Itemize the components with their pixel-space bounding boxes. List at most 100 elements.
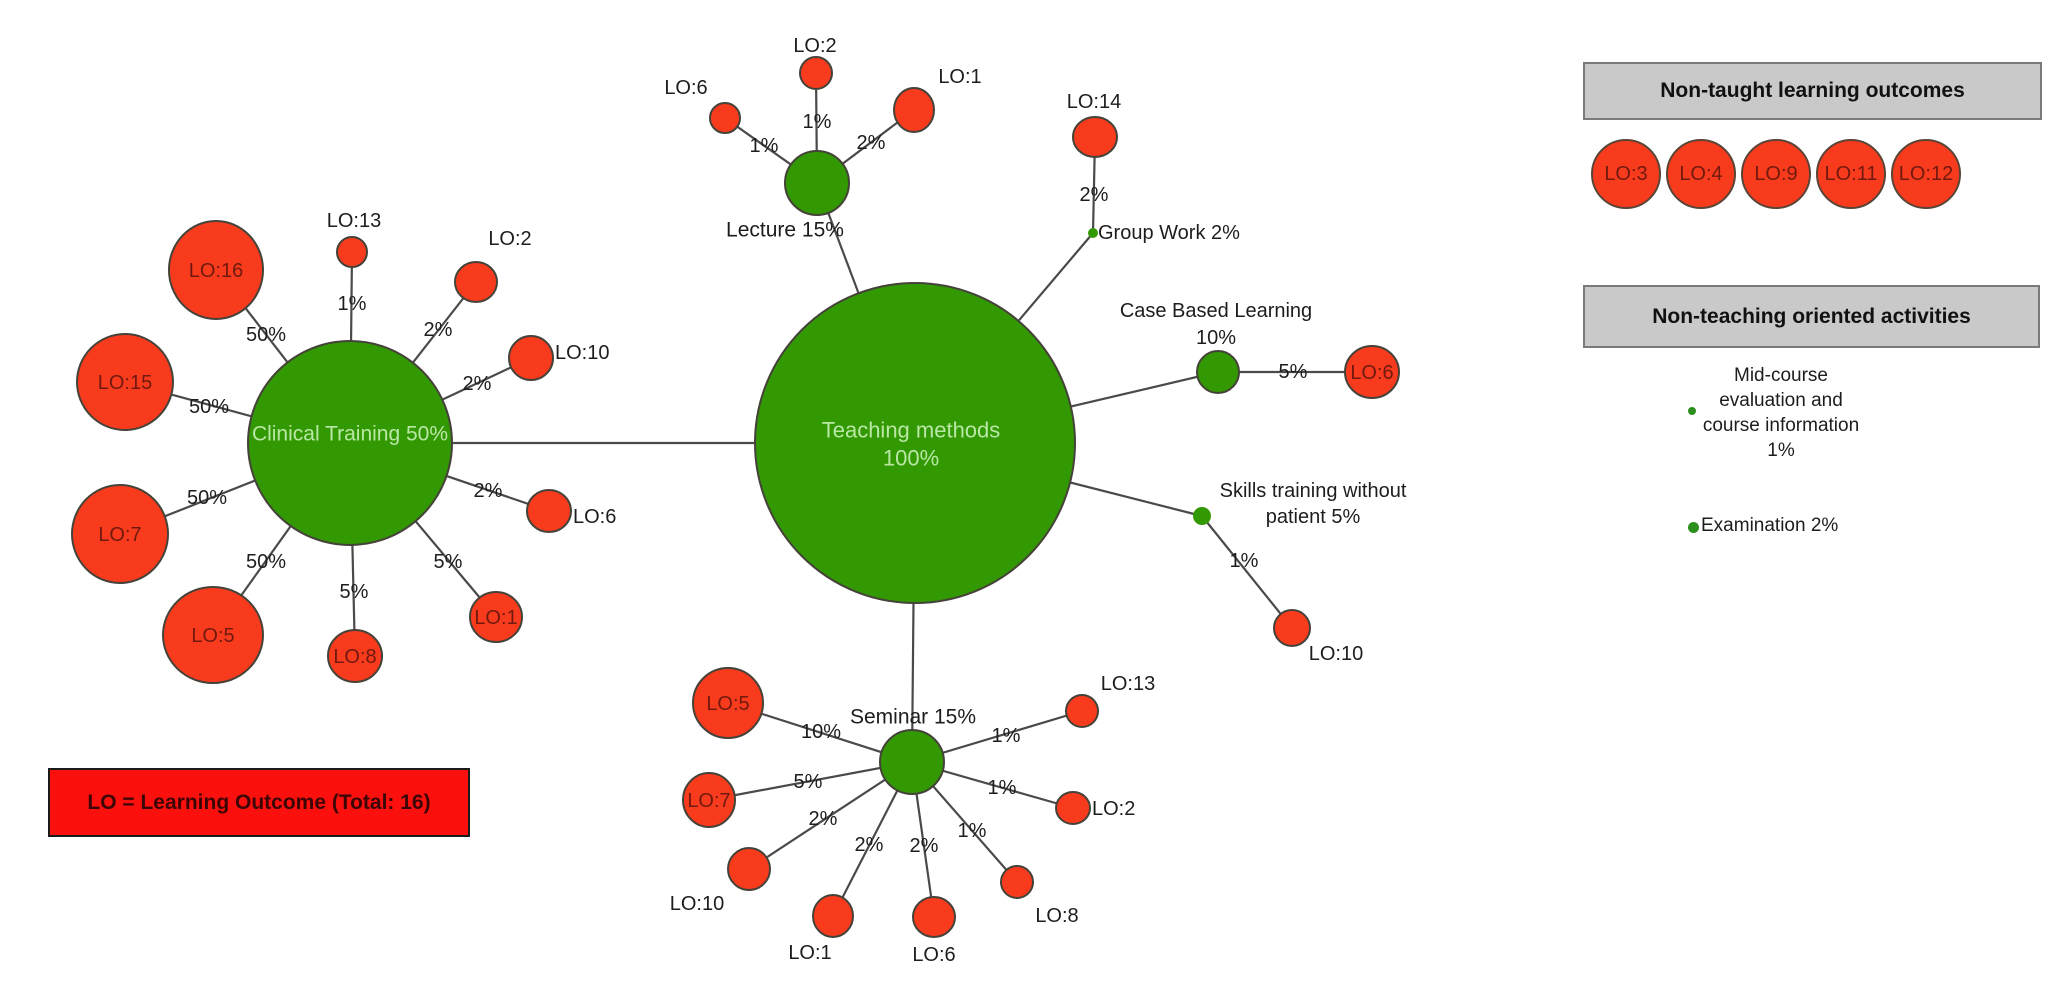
hub-label: Lecture 15% — [726, 219, 844, 242]
lo-node-label: LO:15 — [98, 372, 152, 394]
examination-dot — [1688, 522, 1699, 533]
non-taught-lo-node: LO:9 — [1741, 139, 1811, 209]
hub-circle-clinical — [247, 340, 453, 546]
lo-node — [469, 591, 523, 643]
non-teaching-panel-header: Non-teaching oriented activities — [1583, 285, 2040, 348]
lo-node — [682, 772, 736, 828]
lo-node-label: LO:5 — [706, 693, 749, 715]
lo-node-label: LO:7 — [98, 524, 141, 546]
lo-node — [336, 236, 368, 268]
pct-label: 10% — [801, 721, 841, 743]
satellite-link — [708, 760, 913, 802]
hub-circle-seminar — [879, 729, 945, 795]
pct-label: 1% — [803, 111, 832, 133]
pct-label: 1% — [988, 777, 1017, 799]
lo-node — [508, 335, 554, 381]
lo-node-label: LO:8 — [1035, 905, 1078, 927]
hub-circle-teaching — [754, 282, 1076, 604]
lo-node-label: LO:1 — [474, 607, 517, 629]
pct-label: 5% — [794, 771, 823, 793]
lo-node-label: LO:6 — [912, 944, 955, 966]
pct-label: 5% — [340, 581, 369, 603]
hub-label: 100% — [883, 446, 939, 471]
midcourse-label-line: Mid-course — [1734, 365, 1828, 386]
pct-label: 1% — [1230, 550, 1259, 572]
lo-node-label: LO:2 — [1092, 798, 1135, 820]
lo-node-label: LO:13 — [327, 210, 381, 232]
pct-label: 50% — [246, 324, 286, 346]
lo-node-label: LO:5 — [191, 625, 234, 647]
hub-circle-groupwork — [1088, 228, 1098, 238]
hub-label: patient 5% — [1266, 506, 1361, 528]
lo-node — [692, 667, 764, 739]
lo-node-label: LO:10 — [555, 342, 609, 364]
lo-node — [1072, 116, 1118, 158]
hub-circle-skills — [1193, 507, 1211, 525]
lo-node — [1273, 609, 1311, 647]
lo-node — [168, 220, 264, 320]
lo-node-label: LO:13 — [1101, 673, 1155, 695]
pct-label: 2% — [463, 373, 492, 395]
lo-node — [71, 484, 169, 584]
lo-node — [709, 102, 741, 134]
lo-node-label: LO:6 — [664, 77, 707, 99]
pct-label: 2% — [809, 808, 838, 830]
lo-node-label: LO:2 — [488, 228, 531, 250]
non-taught-panel-header: Non-taught learning outcomes — [1583, 62, 2042, 120]
pct-label: 5% — [434, 551, 463, 573]
examination-label: Examination 2% — [1701, 515, 1839, 536]
midcourse-label: Mid-course evaluation and course informati… — [1692, 363, 1870, 463]
lo-node-label: LO:6 — [1350, 362, 1393, 384]
lo-node-label: LO:1 — [938, 66, 981, 88]
lo-node — [76, 333, 174, 431]
lo-node — [454, 261, 498, 303]
pct-label: 2% — [910, 835, 939, 857]
non-taught-lo-node: LO:11 — [1816, 139, 1886, 209]
non-taught-lo-node: LO:3 — [1591, 139, 1661, 209]
pct-label: 1% — [750, 135, 779, 157]
lo-node — [1065, 694, 1099, 728]
hub-label: Case Based Learning — [1120, 300, 1312, 322]
pct-label: 2% — [424, 319, 453, 341]
lo-node — [812, 894, 854, 938]
lo-node — [162, 586, 264, 684]
lo-node — [327, 629, 383, 683]
pct-label: 1% — [338, 293, 367, 315]
pct-label: 50% — [246, 551, 286, 573]
pct-label: 50% — [187, 487, 227, 509]
pct-label: 2% — [474, 480, 503, 502]
hub-label: 10% — [1196, 327, 1236, 349]
pct-label: 50% — [189, 396, 229, 418]
hub-label: Seminar 15% — [850, 706, 976, 729]
lo-node-label: LO:1 — [788, 942, 831, 964]
lo-node-label: LO:6 — [573, 506, 616, 528]
lo-node — [912, 896, 956, 938]
lo-node-label: LO:8 — [333, 646, 376, 668]
lo-node-label: LO:16 — [189, 260, 243, 282]
non-taught-lo-node: LO:12 — [1891, 139, 1961, 209]
hub-circle-lecture — [784, 150, 850, 216]
satellite-link — [1201, 515, 1293, 629]
lo-node-label: LO:10 — [670, 893, 724, 915]
pct-label: 2% — [855, 834, 884, 856]
midcourse-dot — [1688, 407, 1696, 415]
non-taught-lo-node: LO:4 — [1666, 139, 1736, 209]
pct-label: 1% — [992, 725, 1021, 747]
non-taught-nodes: LO:3 LO:4 LO:9 LO:11 LO:12 — [1591, 139, 1961, 209]
pct-label: 2% — [857, 132, 886, 154]
lo-node — [799, 56, 833, 90]
lo-node — [1055, 791, 1091, 825]
pct-label: 1% — [958, 820, 987, 842]
hub-label: Skills training without — [1220, 480, 1407, 502]
midcourse-label-line: course information — [1702, 415, 1860, 436]
lo-node — [727, 847, 771, 891]
hub-label: Teaching methods — [822, 418, 1001, 443]
midcourse-label-line: evaluation and — [1719, 390, 1843, 411]
lo-node-label: LO:7 — [687, 790, 730, 812]
hub-circle-cbl — [1196, 350, 1240, 394]
hub-label: Group Work 2% — [1098, 222, 1240, 244]
lo-node-label: LO:14 — [1067, 91, 1121, 113]
pct-label: 2% — [1080, 184, 1109, 206]
